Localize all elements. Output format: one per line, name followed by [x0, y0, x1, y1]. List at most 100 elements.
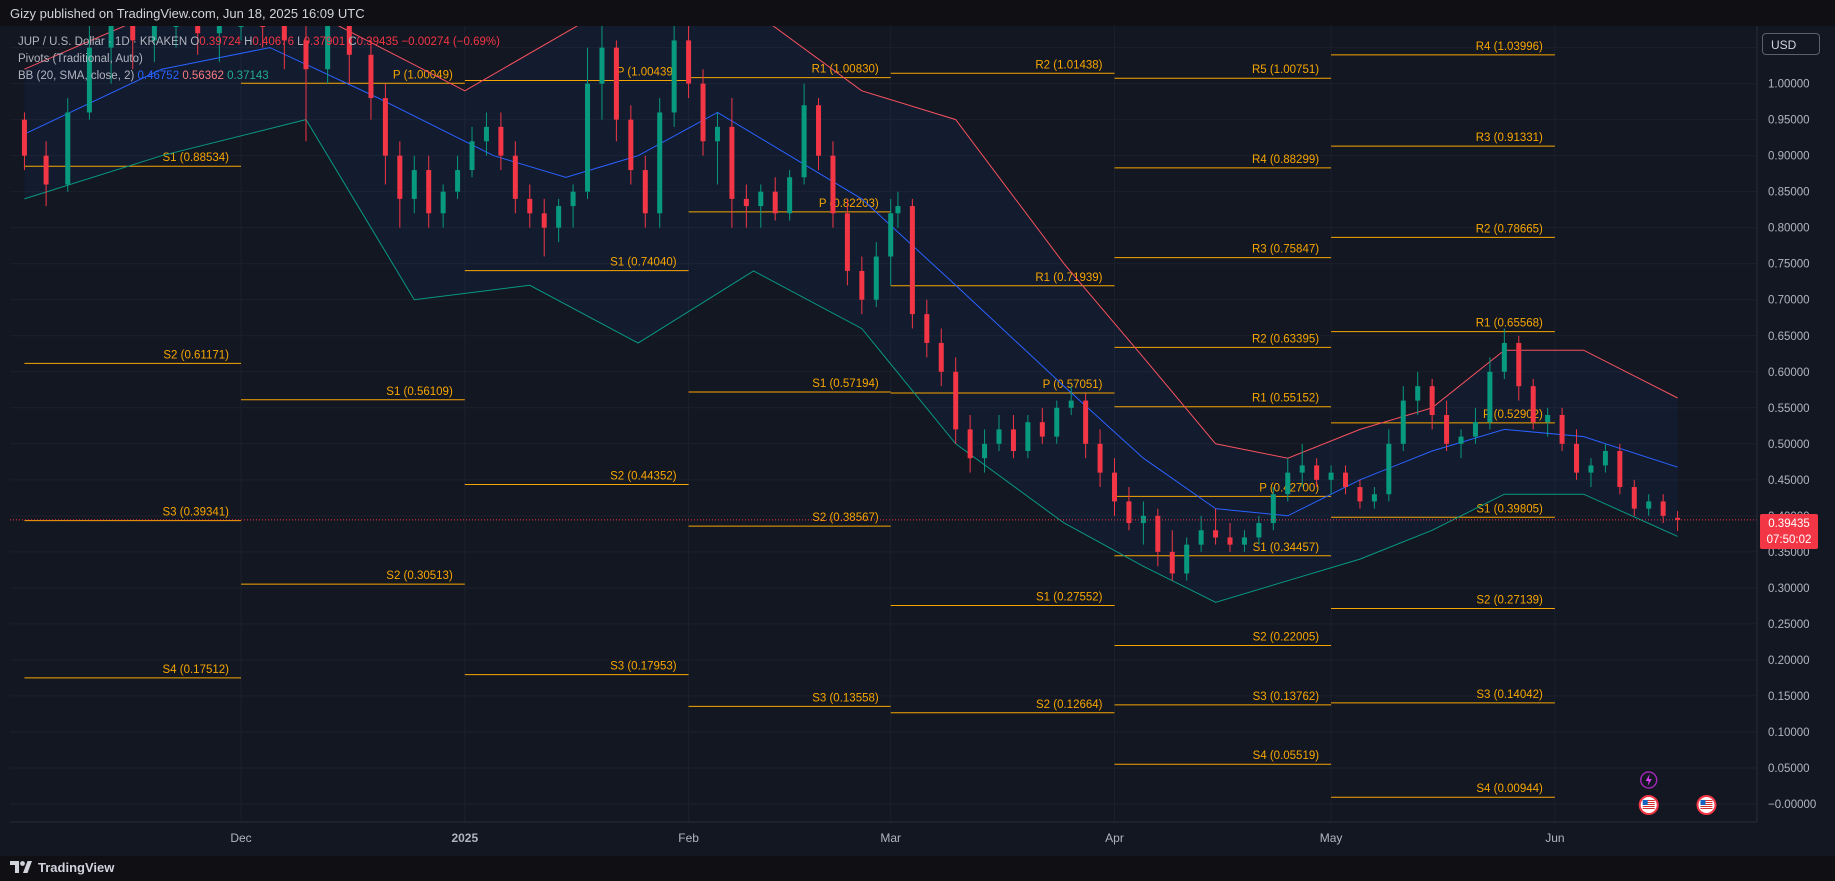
candle-body [1458, 436, 1464, 444]
candle-body [613, 47, 619, 120]
pivot-label: R5 (1.00751) [1252, 64, 1319, 76]
last-price-tag: 0.39435 07:50:02 [1760, 514, 1818, 549]
candle-body [873, 256, 879, 300]
bar-countdown: 07:50:02 [1766, 534, 1812, 546]
bb-upper-line [24, 0, 1678, 459]
candle-body [1429, 386, 1435, 415]
currency-button[interactable]: USD [1762, 33, 1820, 55]
candles [21, 26, 1681, 581]
pivot-label: S2 (0.38567) [812, 512, 879, 524]
candle-body [743, 198, 749, 207]
candle-body [628, 119, 634, 171]
price-axis-label: 0.15000 [1768, 691, 1810, 703]
time-axis-label: May [1320, 831, 1343, 845]
candle-body [909, 206, 915, 315]
candle-body [1400, 400, 1406, 444]
pivot-levels: S1 (0.88534) S2 (0.61171) S3 (0.39341) S4 (… [24, 41, 1555, 798]
candle-body [982, 443, 988, 459]
pivot-label: S2 (0.30513) [386, 570, 453, 582]
bb-band-fill [24, 0, 1678, 603]
price-axis-label: 0.10000 [1768, 727, 1810, 739]
candle-body [541, 213, 547, 228]
candle-body [1010, 429, 1016, 452]
pivot-label: S1 (0.57194) [812, 378, 879, 390]
candle-body [382, 98, 388, 156]
candle-body [556, 206, 562, 228]
last-price-value: 0.39435 [1768, 518, 1810, 530]
price-axis-label: 0.50000 [1768, 439, 1810, 451]
bollinger-bands [24, 0, 1678, 603]
flag-stripe [1642, 804, 1655, 805]
candle-body [512, 155, 518, 199]
header-bar: Gizy published on TradingView.com, Jun 1… [0, 0, 1835, 26]
candle-body [1660, 501, 1666, 516]
price-axis-label: 0.20000 [1768, 655, 1810, 667]
pivot-label: S3 (0.39341) [163, 507, 230, 519]
pivot-label: S4 (0.00944) [1476, 783, 1543, 795]
pivot-label: S1 (0.27552) [1036, 592, 1103, 604]
time-axis-label: Dec [230, 831, 251, 845]
candle-body [1155, 515, 1161, 552]
chart-area[interactable]: S1 (0.88534) S2 (0.61171) S3 (0.39341) S4 (… [0, 0, 1835, 856]
candle-body [426, 170, 432, 214]
candle-body [1198, 530, 1204, 545]
event-markers[interactable] [1638, 771, 1717, 815]
pivot-label: S3 (0.13558) [812, 692, 879, 704]
time-axis-label: Mar [880, 831, 901, 845]
pivot-label: R3 (0.75847) [1252, 244, 1319, 256]
us-flag-icon[interactable] [1638, 795, 1659, 815]
candle-body [1039, 422, 1045, 437]
candle-body [483, 126, 489, 142]
pivot-label: R1 (0.55152) [1252, 393, 1319, 405]
price-chart[interactable]: S1 (0.88534) S2 (0.61171) S3 (0.39341) S4 (… [0, 0, 1835, 856]
candle-body [1054, 407, 1060, 437]
candle-body [469, 141, 475, 171]
candle-body [325, 26, 331, 70]
candle-body [953, 371, 959, 430]
candle-body [1112, 472, 1118, 502]
candle-body [173, 26, 179, 27]
pivot-label: S1 (0.88534) [163, 152, 230, 164]
candle-body [455, 170, 461, 192]
price-axis-label: −0.00000 [1768, 799, 1816, 811]
tradingview-logo-icon [10, 861, 32, 873]
flag-stripe [1700, 802, 1713, 803]
candle-body [844, 213, 850, 271]
candle-body [1285, 472, 1291, 495]
flag-stripe [1642, 806, 1655, 807]
price-axis-label: 0.05000 [1768, 763, 1810, 775]
candle-body [303, 40, 309, 70]
lightning-icon[interactable] [1639, 771, 1658, 789]
time-axis[interactable]: Dec 2025 Feb Mar Apr May Jun [10, 821, 1757, 845]
candle-body [1386, 443, 1392, 495]
candle-body [938, 342, 944, 372]
candle-body [1299, 465, 1305, 473]
flag-stripe [1700, 800, 1713, 801]
candle-body [729, 126, 735, 199]
candle-body [772, 191, 778, 214]
candle-body [1357, 487, 1363, 502]
pivot-label: R3 (0.91331) [1476, 132, 1543, 144]
pivot-label: R2 (0.78665) [1476, 223, 1543, 235]
candle-body [1371, 494, 1377, 502]
candle-body [1588, 465, 1594, 473]
tradingview-brand: TradingView [38, 860, 115, 875]
pivot-label: P (1.00049) [393, 69, 453, 81]
price-axis[interactable]: 1.050001.000000.950000.900000.850000.800… [1756, 26, 1835, 856]
candle-body [195, 26, 201, 34]
pivot-label: R2 (0.63395) [1252, 333, 1319, 345]
candle-body [1472, 422, 1478, 437]
candle-body [1602, 451, 1608, 466]
candle-body [238, 26, 244, 27]
tradingview-logo[interactable]: TradingView [10, 860, 114, 875]
price-axis-bg [1757, 26, 1835, 856]
candle-body [86, 47, 92, 113]
candle-body [924, 314, 930, 343]
candle-body [1574, 443, 1580, 473]
pivot-label: R1 (0.65568) [1476, 318, 1543, 330]
candle-body [714, 126, 720, 142]
flag-canton [1642, 800, 1648, 805]
us-flag-icon[interactable] [1696, 795, 1717, 815]
pivot-label: S3 (0.14042) [1476, 689, 1543, 701]
price-axis-label: 0.75000 [1768, 259, 1810, 271]
